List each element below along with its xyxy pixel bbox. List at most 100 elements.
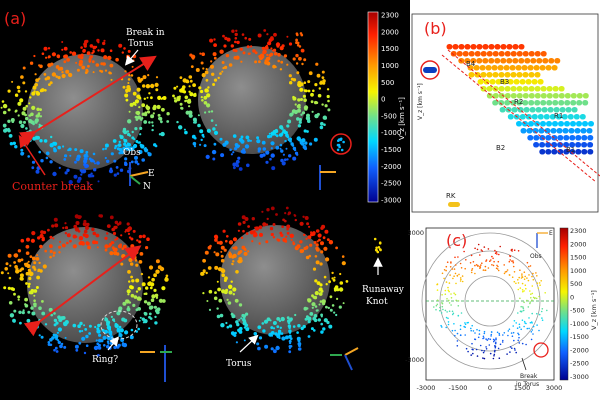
panel-c-point [445, 316, 448, 319]
ejecta-point [28, 276, 32, 281]
panel-c-point [503, 272, 506, 275]
panel-c-point [459, 277, 462, 279]
ejecta-point [321, 299, 326, 304]
panel-b-label-b1: B1 [566, 146, 575, 154]
ejecta-point [100, 70, 104, 73]
ejecta-point [235, 341, 238, 344]
counter-break-label: Counter break [12, 180, 93, 193]
panel-c-point [450, 293, 452, 295]
ejecta-point [85, 68, 89, 72]
ejecta-point [47, 55, 51, 59]
knot-point [373, 237, 377, 241]
panel-b-bar-segment [492, 51, 499, 57]
ejecta-point [274, 66, 277, 68]
panel-c-x-tick: 3000 [546, 384, 563, 392]
ejecta-point [92, 231, 97, 236]
panel-b-bar-segment [552, 86, 559, 92]
panel-b-label-b3: B3 [500, 78, 509, 86]
panel-c-point [509, 255, 511, 257]
ejecta-point [244, 36, 247, 40]
ejecta-point [212, 83, 216, 86]
ejecta-point [325, 257, 330, 262]
ejecta-point [11, 80, 14, 83]
ejecta-point [27, 272, 31, 276]
ejecta-point [63, 46, 68, 51]
panel-b-bar-segment [528, 86, 535, 92]
ejecta-point [95, 240, 99, 245]
ejecta-point [194, 92, 197, 96]
ejecta-point [63, 321, 67, 325]
ejecta-point [286, 316, 290, 320]
panel-b-bar-segment [546, 121, 552, 127]
ejecta-point [262, 49, 267, 54]
ejecta-point [34, 73, 37, 76]
ejecta-point [335, 313, 338, 317]
ejecta-point [310, 231, 313, 234]
ejecta-point [153, 104, 157, 109]
ejecta-point [200, 89, 204, 94]
panel-c-point [508, 328, 511, 331]
panel-b-bar-segment [557, 135, 564, 141]
ejecta-point [121, 342, 126, 347]
ejecta-point [121, 317, 126, 322]
panel-c-point [456, 340, 459, 342]
ejecta-point [129, 335, 134, 340]
ejecta-point [109, 63, 114, 68]
ejecta-point [104, 248, 108, 252]
ejecta-point [146, 110, 151, 114]
ejecta-point [273, 349, 277, 354]
ejecta-point [232, 293, 235, 296]
panel-c-point [512, 325, 514, 327]
ejecta-point [213, 142, 217, 146]
colorbar-c-ticks: 23002000150010005000-500-1000-1500-2000-… [570, 227, 589, 381]
ejecta-point [154, 82, 159, 87]
ejecta-point [13, 292, 16, 296]
ejecta-point [142, 84, 146, 88]
panel-b-bar-segment [579, 114, 586, 120]
ejecta-point [59, 344, 63, 349]
ejecta-point [33, 304, 37, 308]
panel-c-point [465, 347, 468, 350]
panel-c-point [490, 259, 492, 261]
ejecta-point [202, 67, 205, 70]
panel-b-bar-segment [557, 149, 564, 155]
panel-c-point [517, 250, 520, 252]
ejecta-point [276, 317, 281, 321]
ejecta-point [308, 225, 311, 228]
ejecta-point [30, 322, 34, 326]
ejecta-point [122, 301, 127, 306]
panel-c-point [493, 340, 495, 343]
panel-c-point [512, 331, 515, 334]
ejecta-point [323, 246, 328, 251]
ejecta-point [78, 236, 84, 241]
panel-c-point [493, 355, 495, 357]
ejecta-point [84, 39, 88, 44]
ejecta-point [296, 71, 300, 75]
ejecta-point [39, 233, 44, 239]
ejecta-point [188, 75, 193, 79]
ejecta-point [234, 32, 238, 37]
ejecta-point [192, 117, 197, 122]
panel-c-outer-ring [421, 232, 559, 370]
ejecta-point [232, 48, 236, 52]
ejecta-point [176, 120, 179, 124]
ejecta-point [9, 313, 15, 318]
ejecta-point [245, 135, 250, 140]
ejecta-point [91, 60, 95, 64]
ejecta-point [327, 306, 330, 310]
ejecta-point [261, 322, 265, 325]
panel-b-bar-segment [498, 86, 505, 92]
ejecta-point [27, 285, 31, 288]
ejecta-point [28, 291, 32, 295]
ejecta-point [114, 323, 119, 328]
panel-c-point [441, 305, 444, 308]
ejecta-point [277, 53, 281, 56]
ejecta-point [76, 179, 81, 184]
ejecta-point [298, 56, 302, 61]
ejecta-point [155, 88, 159, 92]
ejecta-point [20, 142, 24, 146]
panel-c-point [483, 330, 486, 333]
panel-b-bar-segment [587, 135, 594, 141]
ejecta-point [113, 225, 117, 230]
ejecta-point [339, 272, 342, 276]
